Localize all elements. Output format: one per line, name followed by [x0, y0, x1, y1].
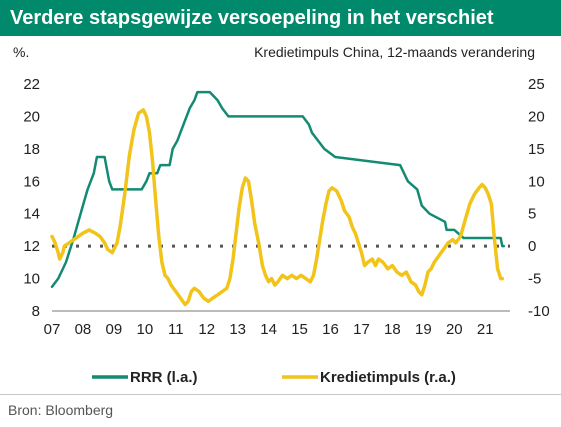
right-tick-label: 15 [528, 141, 545, 158]
right-tick-label: 5 [528, 206, 536, 223]
left-tick-label: 8 [32, 303, 40, 320]
x-tick-label: 19 [415, 321, 432, 338]
x-tick-label: 18 [384, 321, 401, 338]
right-tick-label: 10 [528, 173, 545, 190]
x-tick-label: 17 [353, 321, 370, 338]
x-tick-label: 13 [229, 321, 246, 338]
x-tick-label: 10 [136, 321, 153, 338]
footer-divider [0, 394, 561, 395]
right-tick-label: 0 [528, 238, 536, 255]
x-tick-label: 07 [44, 321, 61, 338]
left-tick-label: 14 [23, 206, 40, 223]
chart-subtitle: Kredietimpuls China, 12-maands veranderi… [254, 44, 535, 60]
x-tick-label: 11 [168, 321, 184, 338]
right-tick-label: 25 [528, 76, 545, 93]
x-tick-label: 08 [75, 321, 92, 338]
left-tick-label: 16 [23, 173, 40, 190]
left-tick-label: 12 [23, 238, 40, 255]
title-banner: Verdere stapsgewijze versoepeling in het… [0, 0, 561, 36]
left-tick-label: 22 [23, 76, 40, 93]
chart-title: Verdere stapsgewijze versoepeling in het… [10, 7, 494, 29]
right-tick-label: -10 [528, 303, 550, 320]
left-tick-label: 18 [23, 141, 40, 158]
left-tick-label: 20 [23, 108, 40, 125]
legend-label: Kredietimpuls (r.a.) [320, 369, 456, 386]
x-tick-label: 14 [260, 321, 277, 338]
x-tick-label: 16 [322, 321, 339, 338]
source-note: Bron: Bloomberg [8, 402, 114, 418]
left-tick-label: 10 [23, 271, 40, 288]
kredietimpuls-line [50, 108, 505, 307]
x-tick-label: 09 [106, 321, 123, 338]
x-tick-label: 21 [477, 321, 494, 338]
legend-label: RRR (l.a.) [130, 369, 198, 386]
right-tick-label: -5 [528, 271, 541, 288]
x-tick-label: 15 [291, 321, 308, 338]
x-tick-label: 20 [446, 321, 463, 338]
rrr-line [50, 90, 506, 288]
right-tick-label: 20 [528, 108, 545, 125]
left-axis-unit: %. [13, 44, 30, 60]
x-tick-label: 12 [198, 321, 215, 338]
